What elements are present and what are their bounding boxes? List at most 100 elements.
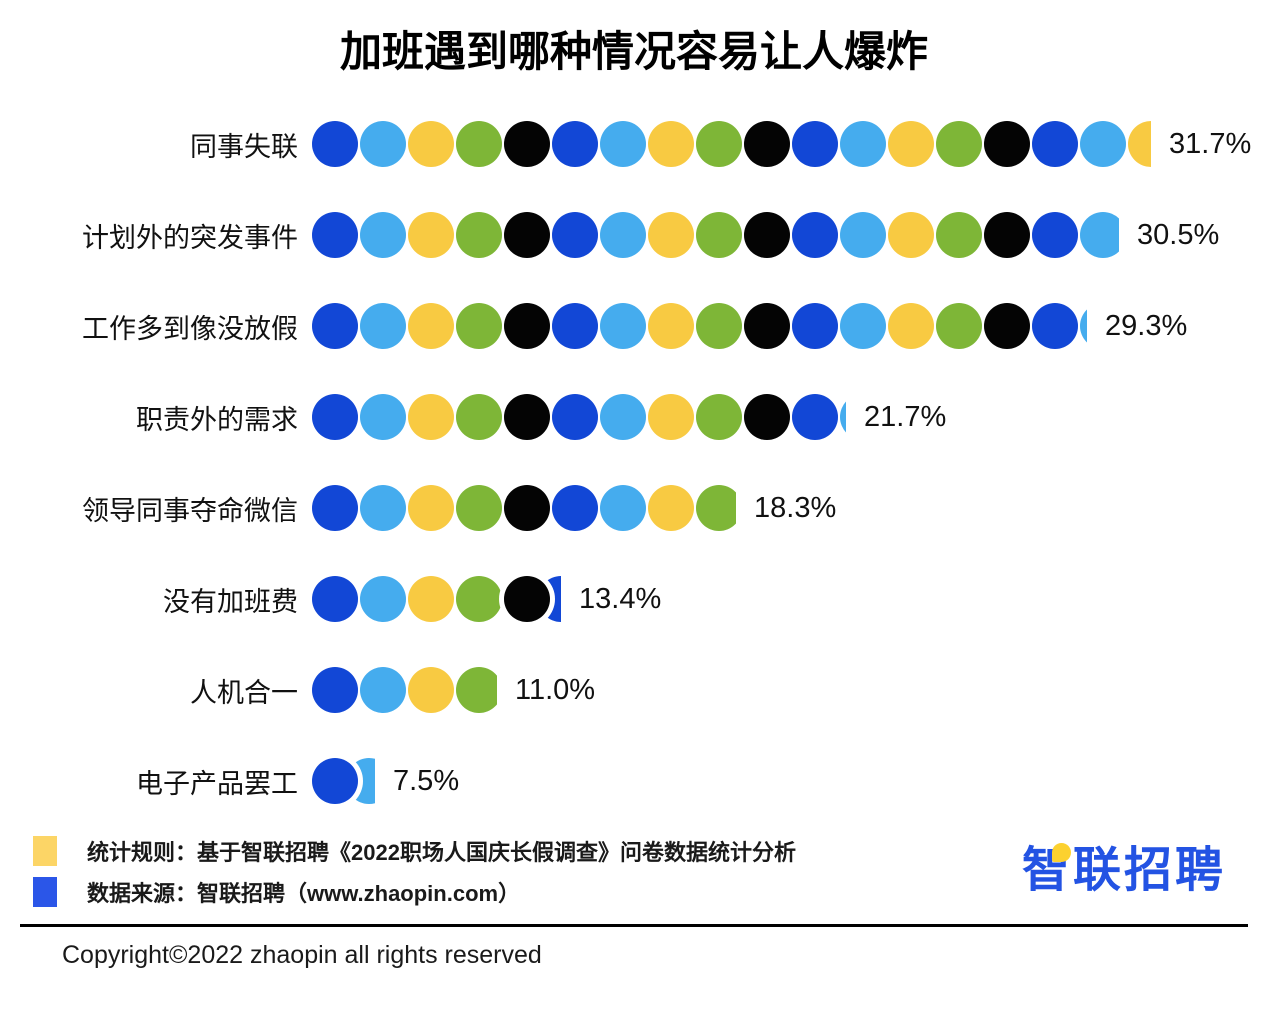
dot <box>936 121 982 167</box>
dot <box>360 121 406 167</box>
dot <box>360 576 406 622</box>
dot <box>1080 121 1126 167</box>
dot <box>456 212 502 258</box>
dot <box>1080 212 1119 258</box>
dot-bar <box>312 576 561 622</box>
dot <box>696 121 742 167</box>
dot <box>600 303 646 349</box>
dot <box>504 394 550 440</box>
partial-dot <box>1080 212 1119 258</box>
dot <box>408 394 454 440</box>
dot <box>696 303 742 349</box>
dot <box>456 394 502 440</box>
dot <box>744 121 790 167</box>
dot <box>600 121 646 167</box>
dot <box>840 212 886 258</box>
value-label: 31.7% <box>1169 127 1252 160</box>
category-label: 电子产品罢工 <box>136 768 298 799</box>
dot <box>600 394 646 440</box>
dot <box>600 485 646 531</box>
value-label: 11.0% <box>515 673 596 706</box>
dot <box>552 303 598 349</box>
dot <box>648 303 694 349</box>
dot <box>888 212 934 258</box>
value-label: 30.5% <box>1137 218 1220 251</box>
value-label: 29.3% <box>1105 309 1188 342</box>
partial-dot <box>1128 121 1151 167</box>
dot <box>312 667 358 713</box>
legend-row-rule: 统计规则：基于智联招聘《2022职场人国庆长假调查》问卷数据统计分析 <box>33 835 796 867</box>
dot <box>648 485 694 531</box>
dot <box>408 121 454 167</box>
dot <box>408 576 454 622</box>
dot <box>1032 121 1078 167</box>
dot <box>1080 303 1087 349</box>
category-label: 职责外的需求 <box>136 404 298 435</box>
dot <box>456 667 497 713</box>
dot <box>936 212 982 258</box>
chart-row: 职责外的需求 21.7% <box>0 372 1268 463</box>
category-label: 人机合一 <box>190 677 298 708</box>
dot <box>792 212 838 258</box>
dot <box>984 303 1030 349</box>
dot <box>504 303 550 349</box>
dot-bar <box>312 667 497 713</box>
value-label: 13.4% <box>579 582 662 615</box>
dot <box>792 394 838 440</box>
dot <box>984 212 1030 258</box>
source-legend: 统计规则：基于智联招聘《2022职场人国庆长假调查》问卷数据统计分析 数据来源：… <box>33 835 796 908</box>
legend-text: 统计规则：基于智联招聘《2022职场人国庆长假调查》问卷数据统计分析 <box>87 839 796 865</box>
dot <box>552 394 598 440</box>
chart-row: 电子产品罢工 7.5% <box>0 736 1268 827</box>
dot <box>888 303 934 349</box>
dot <box>312 121 358 167</box>
dot-bar <box>312 758 375 804</box>
dot <box>792 303 838 349</box>
legend-row-source: 数据来源：智联招聘（www.zhaopin.com） <box>33 876 796 908</box>
dot <box>840 394 846 440</box>
dot <box>1032 212 1078 258</box>
category-label: 计划外的突发事件 <box>82 222 298 253</box>
dot <box>312 303 358 349</box>
chart-row: 没有加班费 13.4% <box>0 554 1268 645</box>
dot <box>504 121 550 167</box>
dot <box>1032 303 1078 349</box>
dot <box>504 212 550 258</box>
dot <box>552 121 598 167</box>
dot <box>312 485 358 531</box>
dot <box>840 303 886 349</box>
dot <box>1128 121 1151 167</box>
legend-swatch-yellow <box>33 835 57 866</box>
dot <box>552 485 598 531</box>
partial-dot <box>696 485 736 531</box>
dot <box>312 212 358 258</box>
legend-text: 数据来源：智联招聘（www.zhaopin.com） <box>87 880 521 906</box>
category-label: 同事失联 <box>190 131 298 162</box>
divider-line <box>20 923 1248 927</box>
dot-bar <box>312 212 1119 258</box>
zhaopin-logo: 智联招聘 <box>1022 843 1234 895</box>
copyright-text: Copyright©2022 zhaopin all rights reserv… <box>62 940 542 969</box>
chart-row: 同事失联 31.7% <box>0 99 1268 190</box>
dot <box>744 394 790 440</box>
dot <box>456 303 502 349</box>
dot-bar <box>312 121 1151 167</box>
dot <box>792 121 838 167</box>
dot <box>888 121 934 167</box>
dot-bar-chart: 同事失联 31.7% 计划外的突发事件 30.5% 工作多到像没放假 29.3% 职责外的需… <box>0 99 1268 827</box>
dot <box>408 485 454 531</box>
dot <box>744 303 790 349</box>
dot <box>696 485 736 531</box>
dot <box>360 485 406 531</box>
dot <box>696 212 742 258</box>
partial-dot <box>456 667 497 713</box>
dot <box>360 394 406 440</box>
dot <box>648 394 694 440</box>
dot <box>504 485 550 531</box>
dot <box>360 212 406 258</box>
dot <box>312 394 358 440</box>
dot <box>360 303 406 349</box>
dot <box>408 667 454 713</box>
value-label: 21.7% <box>864 400 947 433</box>
value-label: 18.3% <box>754 491 837 524</box>
